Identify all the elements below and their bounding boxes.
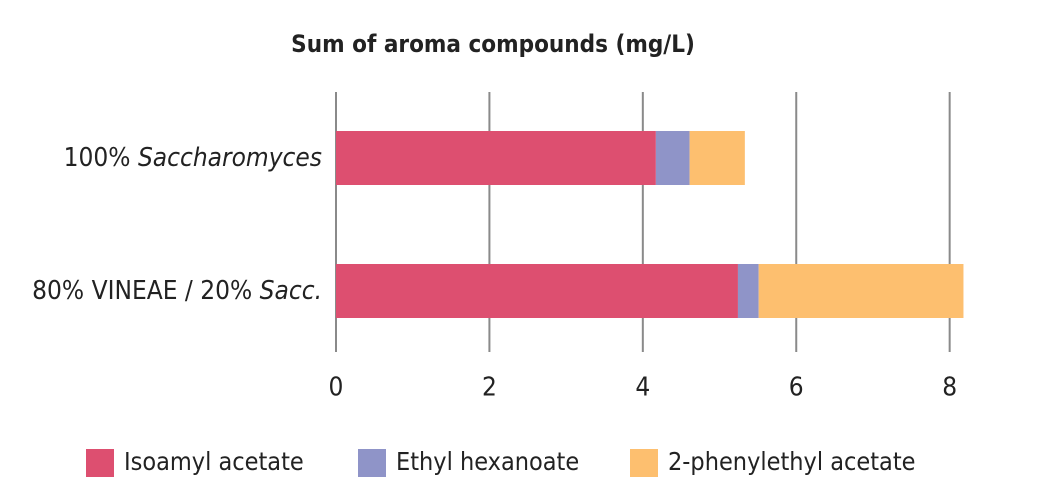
legend-swatch [630, 449, 658, 477]
chart-title: Sum of aroma compounds (mg/L) [291, 30, 695, 58]
legend-swatch [86, 449, 114, 477]
legend-label: Ethyl hexanoate [396, 447, 579, 476]
legend-label: 2-phenylethyl acetate [668, 447, 915, 476]
legend-swatch [358, 449, 386, 477]
bar-segment [336, 131, 656, 185]
x-tick-label: 0 [329, 373, 344, 403]
bar-segment [758, 264, 964, 318]
x-tick-label: 2 [482, 373, 497, 403]
bar-segment [689, 131, 745, 185]
bar-segment [655, 131, 690, 185]
legend-label: Isoamyl acetate [124, 447, 304, 476]
bar-segment [336, 264, 738, 318]
y-tick-label: 80% VINEAE / 20% Sacc. [32, 276, 322, 306]
x-tick-label: 6 [789, 373, 804, 403]
x-tick-label: 8 [942, 373, 957, 403]
y-tick-label: 100% Saccharomyces [64, 143, 322, 173]
bar-segment [737, 264, 759, 318]
x-tick-label: 4 [635, 373, 650, 403]
